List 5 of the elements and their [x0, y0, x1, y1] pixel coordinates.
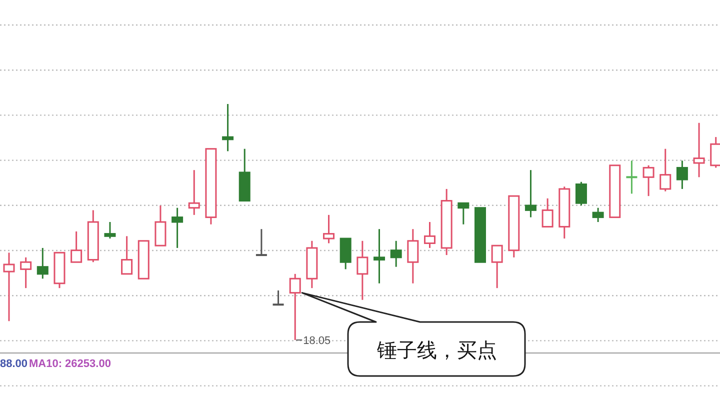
text: 88.00 — [0, 358, 28, 370]
annotation: 18.05 — [303, 335, 331, 347]
low-label: 18.05 — [296, 335, 331, 347]
annotation: 锤子线，买点 — [376, 338, 497, 362]
text: MA10: 26253.00 — [29, 358, 111, 370]
